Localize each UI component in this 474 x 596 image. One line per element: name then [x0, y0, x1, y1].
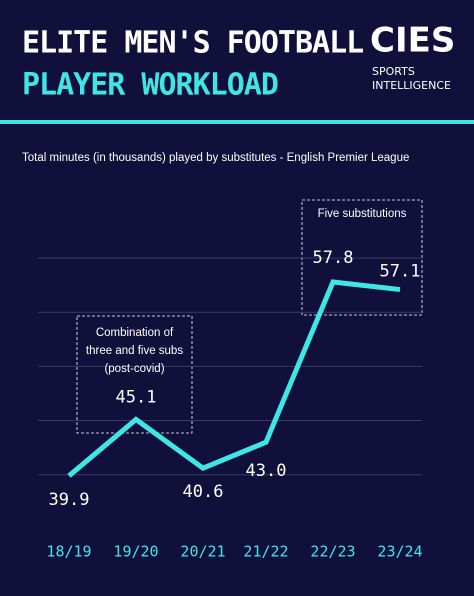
annotation-box [301, 199, 423, 316]
annotation: (post-covid) [104, 363, 164, 375]
data-label: 40.6 [183, 482, 224, 502]
logo-tagline: SPORTS [372, 65, 415, 78]
logo-name: CIES [370, 21, 455, 61]
data-label: 57.1 [380, 262, 421, 282]
line [67, 279, 401, 478]
x-tick-label: 21/22 [243, 543, 288, 561]
divider [0, 120, 474, 124]
annotation: Five substitutions [318, 208, 407, 220]
chart-title: PLAYER WORKLOAD [22, 68, 278, 103]
subtitle: Total minutes (in thousands) played by s… [22, 152, 409, 164]
data-label: 57.8 [313, 248, 354, 268]
annotation: Combination of [96, 327, 174, 339]
chart-title: ELITE MEN'S FOOTBALL [22, 26, 363, 61]
annotation-box [76, 315, 193, 434]
data-label: 45.1 [116, 387, 157, 407]
x-tick-label: 19/20 [113, 543, 158, 561]
annotation: three and five subs [86, 345, 183, 357]
x-tick-label: 20/21 [180, 543, 225, 561]
logo-tagline: INTELLIGENCE [372, 79, 451, 92]
x-tick-label: 18/19 [46, 543, 91, 561]
data-label: 39.9 [49, 490, 90, 510]
x-tick-label: 22/23 [310, 543, 355, 561]
data-label: 43.0 [246, 461, 287, 481]
x-tick-label: 23/24 [377, 543, 422, 561]
